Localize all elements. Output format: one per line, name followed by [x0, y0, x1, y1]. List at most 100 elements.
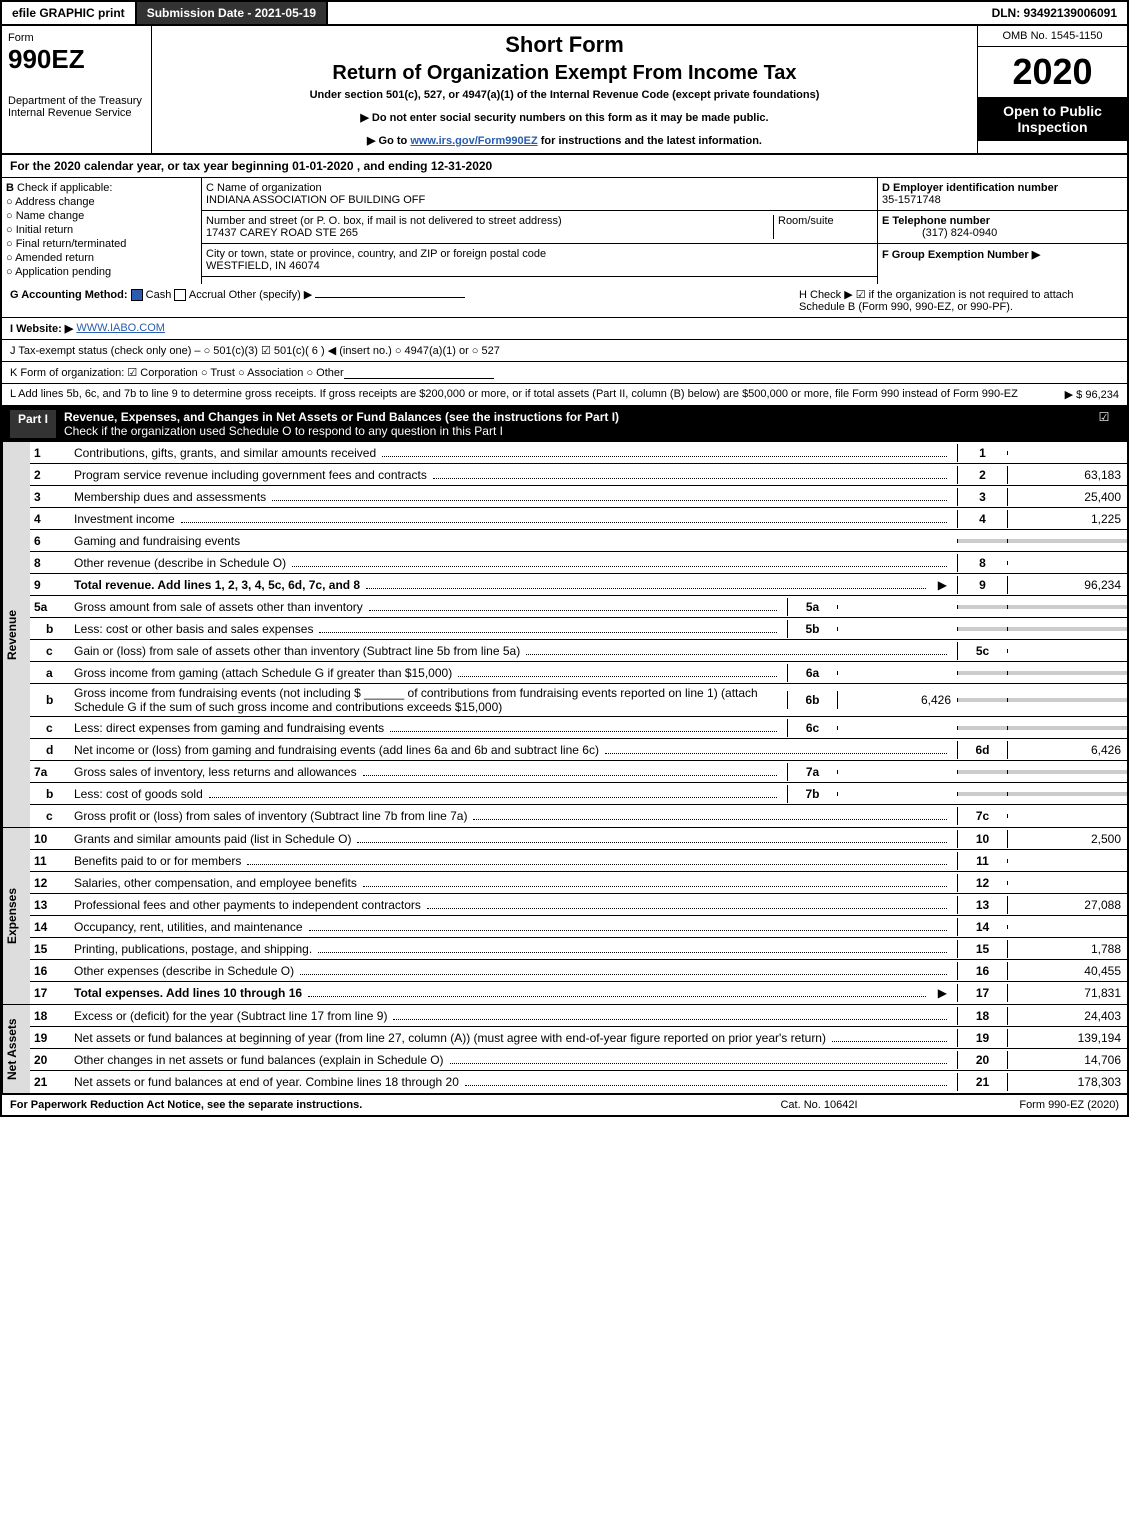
line-num: c	[30, 719, 70, 737]
shade-col	[957, 770, 1007, 774]
shortform-title: Short Form	[158, 32, 971, 58]
line-desc: Gross income from gaming (attach Schedul…	[70, 664, 787, 682]
website-link[interactable]: WWW.IABO.COM	[76, 322, 165, 335]
line-num: 21	[30, 1073, 70, 1091]
cb-final-return[interactable]: ○ Final return/terminated	[6, 238, 197, 250]
line-num: b	[30, 620, 70, 638]
city-label: City or town, state or province, country…	[206, 248, 873, 260]
efile-print-button[interactable]: efile GRAPHIC print	[2, 2, 137, 24]
expenses-side-label: Expenses	[2, 828, 30, 1004]
page-footer: For Paperwork Reduction Act Notice, see …	[0, 1094, 1129, 1117]
col-num: 2	[957, 466, 1007, 484]
line-6: 6Gaming and fundraising events	[30, 530, 1127, 552]
col-num: 6d	[957, 741, 1007, 759]
topbar: efile GRAPHIC print Submission Date - 20…	[0, 0, 1129, 26]
shade-col	[957, 671, 1007, 675]
org-name: INDIANA ASSOCIATION OF BUILDING OFF	[206, 194, 873, 206]
line-num: 15	[30, 940, 70, 958]
col-val: 24,403	[1007, 1007, 1127, 1025]
return-title: Return of Organization Exempt From Incom…	[158, 62, 971, 85]
col-val: 2,500	[1007, 830, 1127, 848]
mini-val	[837, 627, 957, 631]
col-val	[1007, 925, 1127, 929]
shade-val	[1007, 605, 1127, 609]
submission-date-button[interactable]: Submission Date - 2021-05-19	[137, 2, 328, 24]
form-page: Form 990-EZ (2020)	[919, 1099, 1119, 1111]
col-num: 1	[957, 444, 1007, 462]
org-name-label: C Name of organization	[206, 182, 873, 194]
cb-accrual[interactable]	[174, 289, 186, 301]
col-val	[1007, 561, 1127, 565]
line-desc: Net assets or fund balances at beginning…	[70, 1029, 957, 1047]
line-desc: Gross amount from sale of assets other t…	[70, 598, 787, 616]
line-desc: Program service revenue including govern…	[70, 466, 957, 484]
col-num: 17	[957, 984, 1007, 1002]
under-section: Under section 501(c), 527, or 4947(a)(1)…	[158, 89, 971, 101]
line-num: 19	[30, 1029, 70, 1047]
line-16: 16Other expenses (describe in Schedule O…	[30, 960, 1127, 982]
line-11: 11Benefits paid to or for members11	[30, 850, 1127, 872]
line-num: 13	[30, 896, 70, 914]
shade-val	[1007, 792, 1127, 796]
line-desc: Less: direct expenses from gaming and fu…	[70, 719, 787, 737]
cb-amended-return[interactable]: ○ Amended return	[6, 252, 197, 264]
line-4: 4Investment income41,225	[30, 508, 1127, 530]
dept-label: Department of the Treasury Internal Reve…	[8, 95, 158, 119]
col-num: 9	[957, 576, 1007, 594]
line-num: c	[30, 807, 70, 825]
line-9: 9Total revenue. Add lines 1, 2, 3, 4, 5c…	[30, 574, 1127, 596]
cat-no: Cat. No. 10642I	[719, 1099, 919, 1111]
line-desc: Membership dues and assessments	[70, 488, 957, 506]
mini-val: 6,426	[837, 691, 957, 709]
line-19: 19Net assets or fund balances at beginni…	[30, 1027, 1127, 1049]
col-num: 16	[957, 962, 1007, 980]
line-7b: bLess: cost of goods sold7b	[30, 783, 1127, 805]
room-suite-label: Room/suite	[773, 215, 873, 239]
cb-initial-return[interactable]: ○ Initial return	[6, 224, 197, 236]
col-val: 139,194	[1007, 1029, 1127, 1047]
col-val: 25,400	[1007, 488, 1127, 506]
line-desc: Occupancy, rent, utilities, and maintena…	[70, 918, 957, 936]
shade-val	[1007, 698, 1127, 702]
section-k: K Form of organization: ☑ Corporation ○ …	[0, 362, 1129, 384]
cb-application-pending[interactable]: ○ Application pending	[6, 266, 197, 278]
city-value: WESTFIELD, IN 46074	[206, 260, 873, 272]
col-num: 18	[957, 1007, 1007, 1025]
line-5b: bLess: cost or other basis and sales exp…	[30, 618, 1127, 640]
line-num: 2	[30, 466, 70, 484]
line-15: 15Printing, publications, postage, and s…	[30, 938, 1127, 960]
mini-col: 6c	[787, 719, 837, 737]
line-14: 14Occupancy, rent, utilities, and mainte…	[30, 916, 1127, 938]
cb-address-change[interactable]: ○ Address change	[6, 196, 197, 208]
line-num: 20	[30, 1051, 70, 1069]
ein-value: 35-1571748	[882, 194, 941, 206]
mini-col: 6a	[787, 664, 837, 682]
col-val	[1007, 451, 1127, 455]
mini-col: 6b	[787, 691, 837, 709]
shade-val	[1007, 770, 1127, 774]
cb-cash[interactable]	[131, 289, 143, 301]
col-val: 71,831	[1007, 984, 1127, 1002]
line-desc: Other expenses (describe in Schedule O)	[70, 962, 957, 980]
col-num: 10	[957, 830, 1007, 848]
col-num: 3	[957, 488, 1007, 506]
line-desc: Other changes in net assets or fund bala…	[70, 1051, 957, 1069]
col-val: 14,706	[1007, 1051, 1127, 1069]
line-desc: Benefits paid to or for members	[70, 852, 957, 870]
mini-val	[837, 726, 957, 730]
col-num: 20	[957, 1051, 1007, 1069]
shade-val	[1007, 726, 1127, 730]
revenue-section: Revenue 1Contributions, gifts, grants, a…	[0, 442, 1129, 828]
irs-link[interactable]: www.irs.gov/Form990EZ	[410, 135, 537, 147]
line-num: a	[30, 664, 70, 682]
line-7a: 7aGross sales of inventory, less returns…	[30, 761, 1127, 783]
shade-col	[957, 698, 1007, 702]
goto-note: ▶ Go to www.irs.gov/Form990EZ for instru…	[158, 134, 971, 147]
cb-name-change[interactable]: ○ Name change	[6, 210, 197, 222]
col-val	[1007, 649, 1127, 653]
col-val: 27,088	[1007, 896, 1127, 914]
line-desc: Net income or (loss) from gaming and fun…	[70, 741, 957, 759]
addr-label: Number and street (or P. O. box, if mail…	[206, 215, 773, 227]
col-val: 40,455	[1007, 962, 1127, 980]
addr-value: 17437 CAREY ROAD STE 265	[206, 227, 773, 239]
